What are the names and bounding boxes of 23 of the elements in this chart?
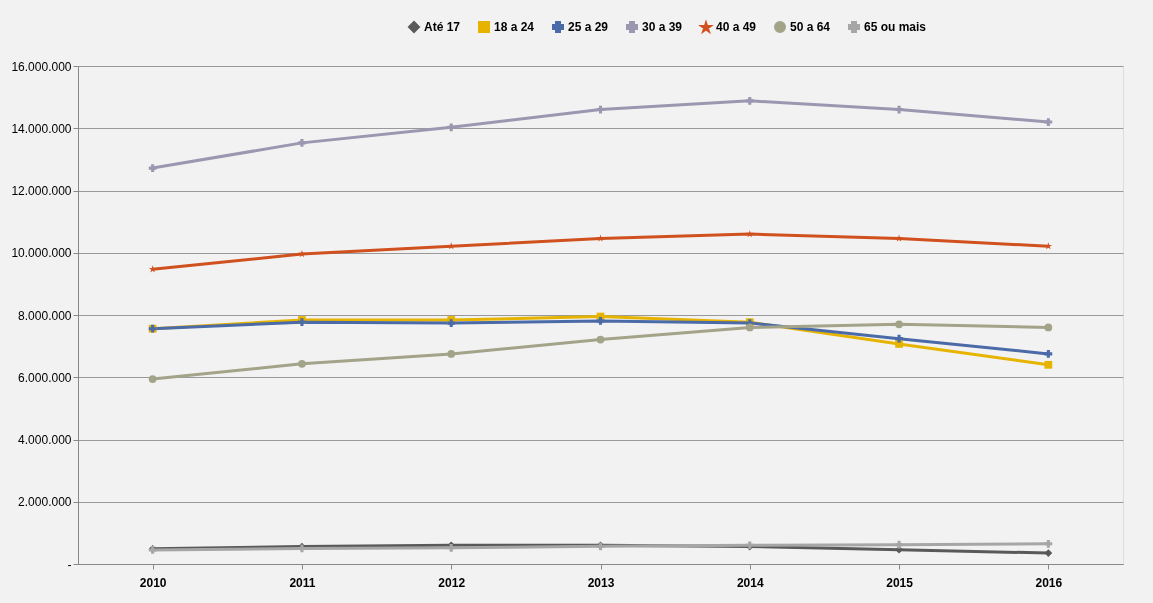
legend-label: 30 a 39: [642, 20, 683, 34]
y-tick-label: 16.000.000: [11, 59, 72, 74]
y-tick-label: 10.000.000: [11, 246, 72, 261]
legend-label: 50 a 64: [790, 20, 831, 34]
y-tick-label: 12.000.000: [11, 184, 72, 198]
y-tick-label: -: [67, 557, 72, 572]
legend-label: 18 a 24: [494, 20, 535, 34]
x-tick-label: 2015: [886, 575, 914, 590]
y-tick-label: 14.000.000: [11, 121, 72, 136]
y-tick-label: 2.000.000: [18, 495, 72, 510]
legend-label: 65 ou mais: [864, 20, 927, 34]
x-tick-label: 2010: [139, 575, 167, 590]
x-tick-label: 2012: [438, 575, 466, 590]
x-tick-label: 2016: [1035, 575, 1063, 590]
y-tick-label: 8.000.000: [18, 308, 72, 323]
y-tick-label: 4.000.000: [18, 433, 72, 447]
y-tick-label: 6.000.000: [18, 370, 72, 385]
legend-label: 40 a 49: [716, 20, 757, 35]
x-tick-label: 2014: [736, 575, 764, 590]
x-tick-label: 2013: [587, 575, 615, 590]
legend-label: 25 a 29: [568, 20, 609, 34]
x-tick-label: 2011: [289, 575, 316, 590]
legend-label: Até 17: [424, 20, 461, 34]
